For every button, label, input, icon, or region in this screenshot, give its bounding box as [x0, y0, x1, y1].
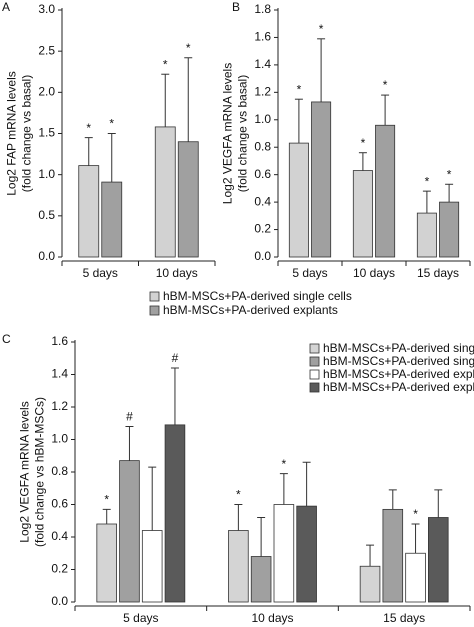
significance-mark: *	[447, 167, 452, 181]
y-tick-label: 0.0	[254, 249, 271, 263]
significance-mark: *	[236, 488, 241, 502]
y-tick-label: 2.0	[38, 85, 55, 99]
bar	[119, 460, 140, 603]
significance-mark: *	[361, 136, 366, 150]
y-tick-label: 1.4	[254, 57, 271, 71]
bar	[101, 181, 123, 258]
bar	[428, 517, 449, 603]
y-tick-label: 0.8	[51, 464, 68, 478]
y-tick-label: 1.0	[254, 112, 271, 126]
y-tick-label: 0.4	[51, 529, 68, 543]
legend-swatch	[309, 356, 320, 367]
significance-mark: *	[319, 22, 324, 36]
y-tick-label: 0.0	[51, 594, 68, 608]
x-tick-label: 5 days	[83, 266, 118, 280]
x-tick-label: 5 days	[292, 266, 327, 280]
y-tick-label: 0.6	[254, 167, 271, 181]
y-tick-label: 0.5	[38, 208, 55, 222]
significance-mark: *	[86, 121, 91, 135]
bar	[141, 530, 163, 603]
panel-letter: A	[2, 0, 10, 14]
y-tick-label: 1.2	[254, 85, 271, 99]
x-tick-label: 15 days	[417, 266, 459, 280]
bar	[416, 212, 437, 258]
y-tick-label: 0.0	[38, 249, 55, 263]
legend-swatch	[149, 291, 160, 302]
bar	[154, 126, 176, 258]
y-axis-label-line: Log2 FAP mRNA levels	[5, 71, 19, 196]
bar	[375, 124, 396, 258]
legend-swatch	[309, 343, 320, 354]
y-axis-label-line: (fold change vs basal)	[20, 75, 34, 192]
y-tick-label: 0.2	[51, 562, 68, 576]
y-tick-label: 0.8	[254, 139, 271, 153]
y-tick-label: 3.0	[38, 2, 55, 16]
y-tick-label: 1.2	[51, 399, 68, 413]
bar	[78, 165, 100, 258]
bar	[288, 142, 309, 258]
bar	[296, 505, 317, 603]
panel-letter: C	[2, 332, 11, 346]
bar	[250, 556, 272, 603]
legend-label: hBM-MSCs+PA-derived explants	[323, 367, 474, 381]
bar	[382, 508, 404, 603]
bar	[352, 170, 373, 258]
y-tick-label: 1.4	[51, 367, 68, 381]
significance-mark: *	[413, 507, 418, 521]
bar	[359, 565, 381, 603]
x-tick-label: 5 days	[123, 611, 158, 625]
legend-label: hBM-MSCs+PA-derived explants + R568	[323, 380, 474, 394]
bar	[311, 101, 332, 258]
y-axis-label: Log2 FAP mRNA levels (fold change vs basa…	[5, 71, 34, 196]
legend-label: hBM-MSCs+PA-derived explants	[163, 303, 338, 317]
y-axis-label-line: (fold change vs hBM-MSCs)	[33, 397, 47, 547]
significance-mark: *	[425, 174, 430, 188]
y-axis-label-line: Log2 VEGFA mRNA levels	[18, 401, 32, 542]
legend-swatch	[149, 305, 160, 316]
significance-mark: *	[383, 78, 388, 92]
significance-mark: *	[186, 41, 191, 55]
y-tick-label: 1.0	[51, 432, 68, 446]
y-axis-label-line: (fold change vs basal)	[236, 75, 250, 192]
x-tick-label: 15 days	[383, 611, 425, 625]
significance-mark: *	[104, 493, 109, 507]
bar	[439, 201, 460, 258]
significance-mark: *	[297, 82, 302, 96]
y-tick-label: 0.6	[51, 497, 68, 511]
significance-mark: *	[282, 457, 287, 471]
y-tick-label: 1.5	[38, 126, 55, 140]
y-tick-label: 1.6	[254, 30, 271, 44]
y-axis-label-line: Log2 VEGFA mRNA levels	[221, 63, 235, 204]
x-tick-label: 10 days	[353, 266, 395, 280]
significance-mark: *	[109, 117, 114, 131]
y-tick-label: 2.5	[38, 43, 55, 57]
legend-swatch	[309, 382, 320, 393]
bar	[228, 530, 249, 603]
bar	[405, 552, 426, 603]
legend-swatch	[309, 369, 320, 380]
bar	[164, 424, 186, 603]
legend-label: hBM-MSCs+PA-derived single cells + R568	[323, 354, 474, 368]
bar	[273, 504, 295, 603]
x-tick-label: 10 days	[251, 611, 293, 625]
significance-mark: *	[163, 57, 168, 71]
bar	[177, 141, 199, 258]
significance-mark: #	[126, 410, 133, 424]
y-axis-label: Log2 VEGFA mRNA levels (fold change vs ba…	[221, 63, 250, 204]
bar	[96, 523, 117, 603]
significance-mark: #	[172, 351, 179, 365]
y-tick-label: 0.2	[254, 222, 271, 236]
legend-label: hBM-MSCs+PA-derived single cells	[323, 341, 474, 355]
legend-label: hBM-MSCs+PA-derived single cells	[163, 289, 352, 303]
y-tick-label: 1.6	[51, 334, 68, 348]
y-axis-label: Log2 VEGFA mRNA levels (fold change vs hB…	[18, 397, 47, 547]
x-tick-label: 10 days	[156, 266, 198, 280]
panel-letter: B	[232, 0, 240, 14]
y-tick-label: 1.8	[254, 2, 271, 16]
y-tick-label: 0.4	[254, 194, 271, 208]
y-tick-label: 1.0	[38, 167, 55, 181]
